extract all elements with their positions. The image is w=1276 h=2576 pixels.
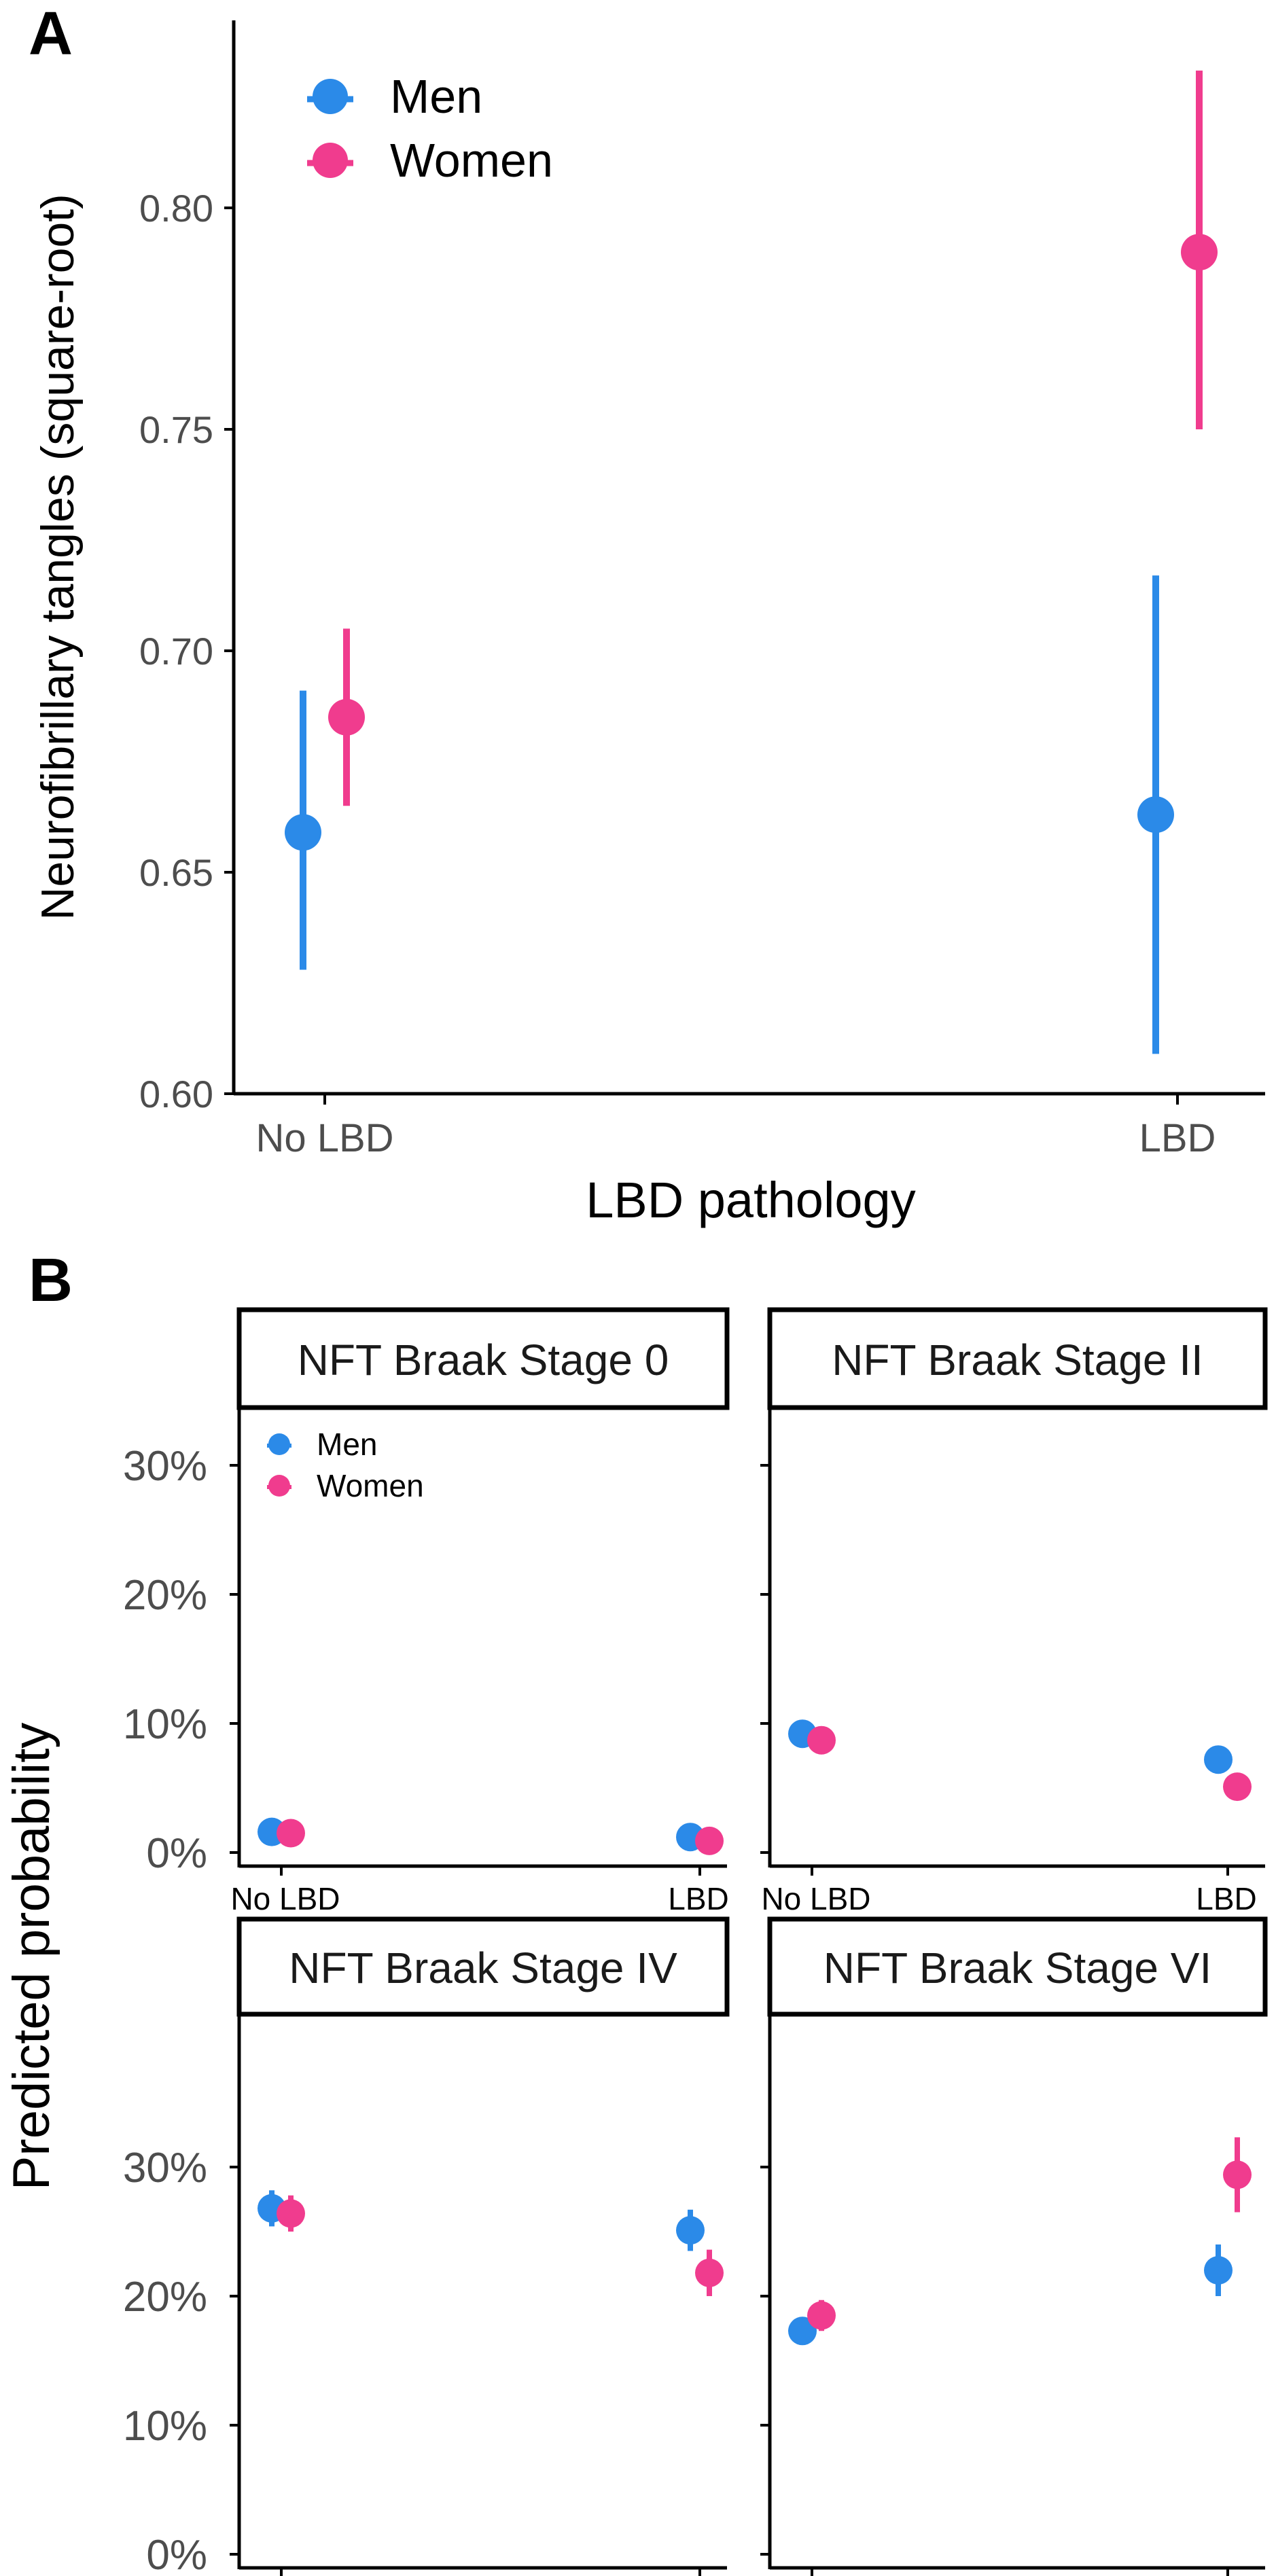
a-ytick-label: 0.65 — [139, 851, 213, 894]
facet-ytick-label: 0% — [146, 2532, 207, 2576]
facet-strip — [767, 1916, 1268, 2017]
facet-point-women — [807, 2301, 836, 2330]
a-point-women — [1181, 234, 1218, 271]
legend-men-swatch-point — [313, 79, 348, 114]
panel-b-letter: B — [29, 1247, 73, 1314]
facet-strip-label: NFT Braak Stage II — [832, 1336, 1203, 1384]
a-ytick-label: 0.75 — [139, 408, 213, 451]
facet-strip — [236, 1916, 730, 2017]
facet-xtick-label: No LBD — [761, 1881, 870, 1916]
facet-strip — [767, 1307, 1268, 1410]
facet-point-men — [788, 2316, 817, 2346]
a-ytick-label: 0.60 — [139, 1073, 213, 1115]
legend-entry-women: Women — [307, 134, 553, 187]
panel-b-legend-men-label: Men — [317, 1427, 377, 1462]
legend-entry-men: Men — [307, 70, 482, 123]
facet-2: NFT Braak Stage II No LBD LBD — [760, 1307, 1268, 1916]
panel-a-marks — [285, 70, 1218, 1054]
panel-b-legend-entry-men: Men — [267, 1427, 377, 1462]
facet-ytick-label: 20% — [123, 2274, 207, 2321]
panel-a: A 0.60 0.65 0.70 0.75 0.80 No LBD LBD Neurofi… — [29, 0, 1265, 1228]
panel-b-legend: Men Women — [267, 1427, 424, 1503]
facet-ytick-label: 30% — [123, 2145, 207, 2192]
legend-women-swatch-point — [313, 143, 348, 178]
a-xtick-label: LBD — [1139, 1116, 1216, 1160]
panel-a-x-axis-title: LBD pathology — [586, 1172, 915, 1228]
facet-ytick-label: 0% — [146, 1830, 207, 1877]
facet-xtick-label: No LBD — [230, 1881, 340, 1916]
facet-1: NFT Braak Stage 0 0% 10% 20% 30% No LBD LBD — [123, 1307, 730, 1916]
panel-b-legend-men-swatch-point — [268, 1433, 290, 1455]
facet-ytick-label: 30% — [123, 1443, 207, 1490]
facet-point-women — [695, 2258, 724, 2287]
panel-b: B Predicted probability Men Women NFT Br… — [3, 1247, 1268, 2576]
facet-strip — [236, 1307, 730, 1410]
facet-strip-label: NFT Braak Stage 0 — [298, 1336, 669, 1384]
a-ytick-label: 0.70 — [139, 630, 213, 673]
a-point-men — [285, 814, 321, 851]
facet-xtick-label: LBD — [1196, 1881, 1256, 1916]
panel-a-x-ticks: No LBD LBD — [255, 1094, 1216, 1160]
panel-b-legend-entry-women: Women — [267, 1468, 424, 1503]
facet-point-women — [277, 1819, 305, 1848]
facet-point-women — [695, 1826, 724, 1855]
facet-ytick-label: 10% — [123, 2403, 207, 2450]
facet-strip-label: NFT Braak Stage VI — [823, 1944, 1212, 1992]
facet-point-men — [676, 2216, 705, 2245]
facet-point-women — [1223, 1772, 1252, 1802]
legend-women-label: Women — [390, 134, 553, 187]
a-point-women — [328, 698, 365, 736]
panel-b-legend-women-swatch-point — [268, 1475, 290, 1497]
facet-point-men — [1204, 2256, 1233, 2285]
panel-b-facets: NFT Braak Stage 00%10%20%30%No LBD LBDNFT… — [123, 1307, 1268, 2576]
panel-a-y-axis-title: Neurofibrillary tangles (square-root) — [32, 194, 84, 920]
facet-ytick-label: 20% — [123, 1572, 207, 1619]
facet-point-women — [807, 1725, 836, 1755]
a-point-men — [1137, 796, 1174, 834]
facet-point-men — [1204, 1745, 1233, 1774]
legend-men-label: Men — [390, 70, 482, 123]
facet-point-women — [277, 2199, 305, 2228]
facet-xtick-label: LBD — [668, 1881, 728, 1916]
facet-ytick-label: 10% — [123, 1701, 207, 1748]
panel-a-legend: Men Women — [307, 70, 553, 187]
facet-point-women — [1223, 2160, 1252, 2189]
facet-strip-label: NFT Braak Stage IV — [289, 1944, 677, 1992]
panel-a-y-ticks: 0.60 0.65 0.70 0.75 0.80 — [139, 187, 234, 1115]
a-ytick-label: 0.80 — [139, 187, 213, 230]
a-xtick-label: No LBD — [255, 1116, 393, 1160]
panel-b-legend-women-label: Women — [317, 1468, 424, 1503]
panel-b-y-axis-title: Predicted probability — [3, 1723, 60, 2191]
panel-a-letter: A — [29, 0, 73, 68]
